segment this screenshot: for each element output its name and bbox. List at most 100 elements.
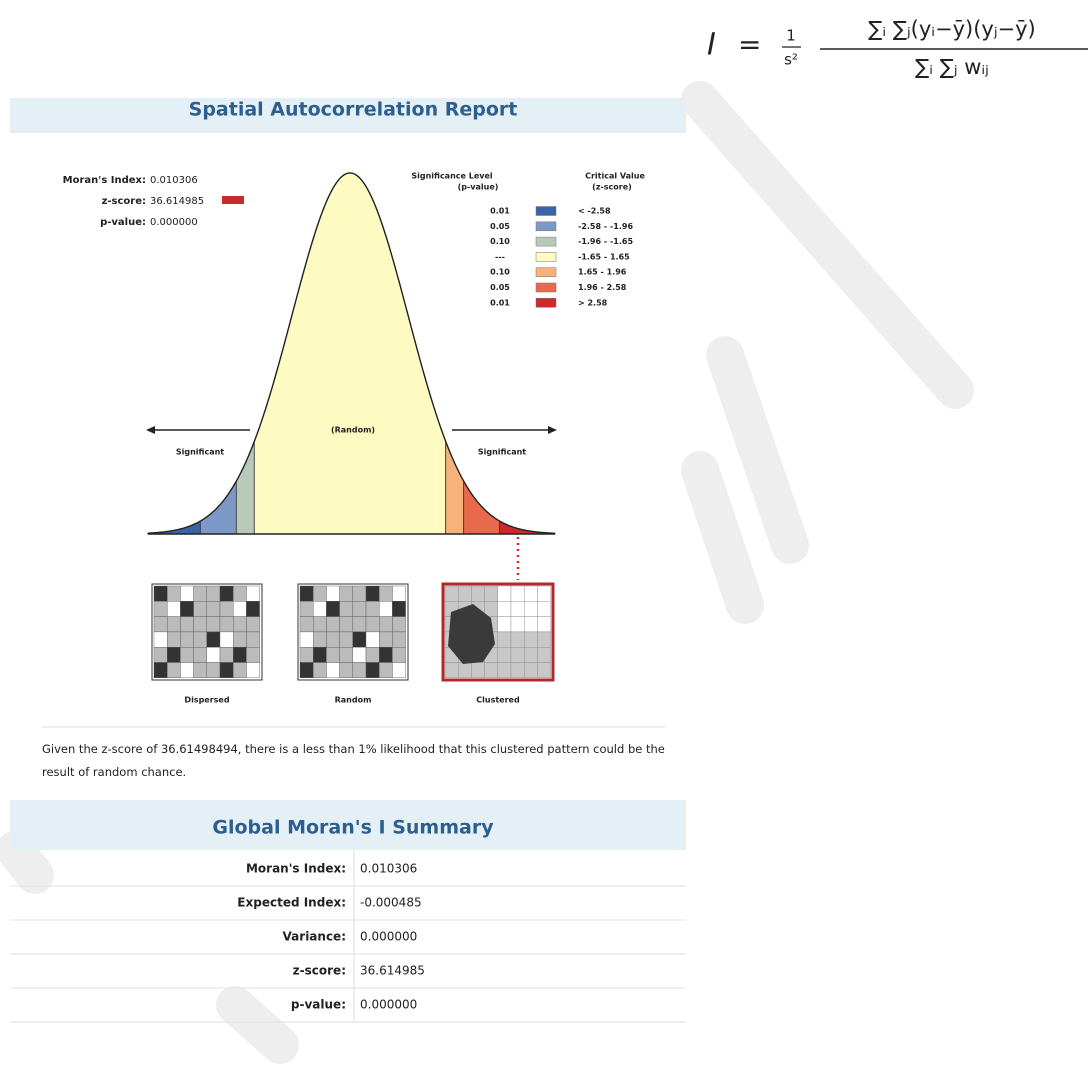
map-cell xyxy=(392,616,406,633)
legend-swatch xyxy=(535,282,557,293)
formula-coef-num: 1 xyxy=(786,27,796,45)
legend-z: -1.65 - 1.65 xyxy=(578,252,630,261)
map-cell xyxy=(193,662,208,679)
legend-p: 0.01 xyxy=(490,207,510,216)
map-cell xyxy=(299,616,314,633)
legend-swatch xyxy=(535,252,557,262)
map-cell xyxy=(180,662,194,679)
map-cell xyxy=(299,631,314,648)
summary-label: Variance: xyxy=(283,930,346,944)
map-cell xyxy=(497,631,512,648)
formula-numerator: ∑ᵢ ∑ⱼ(yᵢ−ȳ)(yⱼ−ȳ) xyxy=(868,17,1036,41)
map-cell xyxy=(206,662,221,679)
curve-region xyxy=(445,441,465,535)
legend-z: 1.96 - 2.58 xyxy=(578,283,627,292)
pattern-label: Random xyxy=(335,696,372,705)
map-cell xyxy=(313,662,327,679)
legend-swatch xyxy=(535,236,557,247)
legend-swatch xyxy=(535,221,557,232)
map-cell xyxy=(510,585,525,602)
map-cell xyxy=(484,662,499,679)
map-cell xyxy=(537,616,551,633)
summary-label: Expected Index: xyxy=(237,896,346,910)
map-cell xyxy=(326,601,340,617)
map-cell xyxy=(180,616,194,633)
map-cell xyxy=(524,601,538,617)
map-cell xyxy=(180,631,194,648)
map-cell xyxy=(537,585,551,602)
map-cell xyxy=(153,662,168,679)
map-cell xyxy=(510,616,525,633)
curve-label: (Random) xyxy=(331,426,375,435)
pattern-label: Clustered xyxy=(476,696,520,705)
map-cell xyxy=(524,631,538,648)
map-cell xyxy=(524,647,538,663)
stat-value: 0.010306 xyxy=(150,175,198,186)
report-title: Spatial Autocorrelation Report xyxy=(189,99,518,121)
legend-header: (p-value) xyxy=(458,183,499,192)
map-cell xyxy=(166,631,181,648)
map-cell xyxy=(471,585,485,602)
map-cell xyxy=(537,662,551,679)
map-cell xyxy=(365,601,380,617)
legend-z: -1.96 - -1.65 xyxy=(578,237,633,246)
legend-p: 0.01 xyxy=(490,298,510,307)
map-cell xyxy=(166,647,181,663)
legend-header: (z-score) xyxy=(592,183,632,192)
map-cell xyxy=(537,647,551,663)
map-cell xyxy=(537,601,551,617)
map-cell xyxy=(352,647,367,663)
map-cell xyxy=(299,647,314,663)
map-cell xyxy=(313,616,327,633)
pattern-label: Dispersed xyxy=(184,696,229,705)
map-cell xyxy=(497,662,512,679)
map-cell xyxy=(246,616,260,633)
curve-region xyxy=(253,172,447,535)
map-cell xyxy=(246,662,260,679)
map-cell xyxy=(153,616,168,633)
map-cell xyxy=(339,647,354,663)
map-cell xyxy=(392,601,406,617)
map-cell xyxy=(232,662,247,679)
map-cell xyxy=(352,662,367,679)
map-cell xyxy=(497,616,512,633)
map-cell xyxy=(206,616,221,633)
map-cell xyxy=(193,647,208,663)
description: Given the z-score of 36.61498494, there … xyxy=(42,742,665,779)
map-cell xyxy=(206,647,221,663)
summary-label: z-score: xyxy=(293,964,346,978)
map-cell xyxy=(510,601,525,617)
bell-curve xyxy=(147,172,556,535)
map-cell xyxy=(219,647,234,663)
map-cell xyxy=(299,601,314,617)
map-cell xyxy=(352,631,367,648)
map-cell xyxy=(326,647,340,663)
map-cell xyxy=(444,585,459,602)
map-cell xyxy=(246,585,260,602)
map-cell xyxy=(392,585,406,602)
formula-coef-den: s² xyxy=(784,51,798,69)
map-cell xyxy=(444,662,459,679)
summary-label: p-value: xyxy=(291,998,346,1012)
map-cell xyxy=(365,631,380,648)
legend-header: Significance Level xyxy=(411,172,493,181)
map-cell xyxy=(458,585,472,602)
watermark xyxy=(0,81,974,1064)
map-cell xyxy=(510,647,525,663)
map-cell xyxy=(313,631,327,648)
map-cell xyxy=(180,585,194,602)
legend-swatch xyxy=(535,267,557,277)
legend-z: -2.58 - -1.96 xyxy=(578,222,633,231)
curve-region xyxy=(499,520,556,535)
map-cell xyxy=(484,601,499,617)
map-cell xyxy=(219,631,234,648)
map-cell xyxy=(232,601,247,617)
map-cell xyxy=(166,616,181,633)
map-cell xyxy=(326,631,340,648)
map-cell xyxy=(339,616,354,633)
map-cell xyxy=(232,631,247,648)
map-cell xyxy=(524,662,538,679)
map-cell xyxy=(537,631,551,648)
